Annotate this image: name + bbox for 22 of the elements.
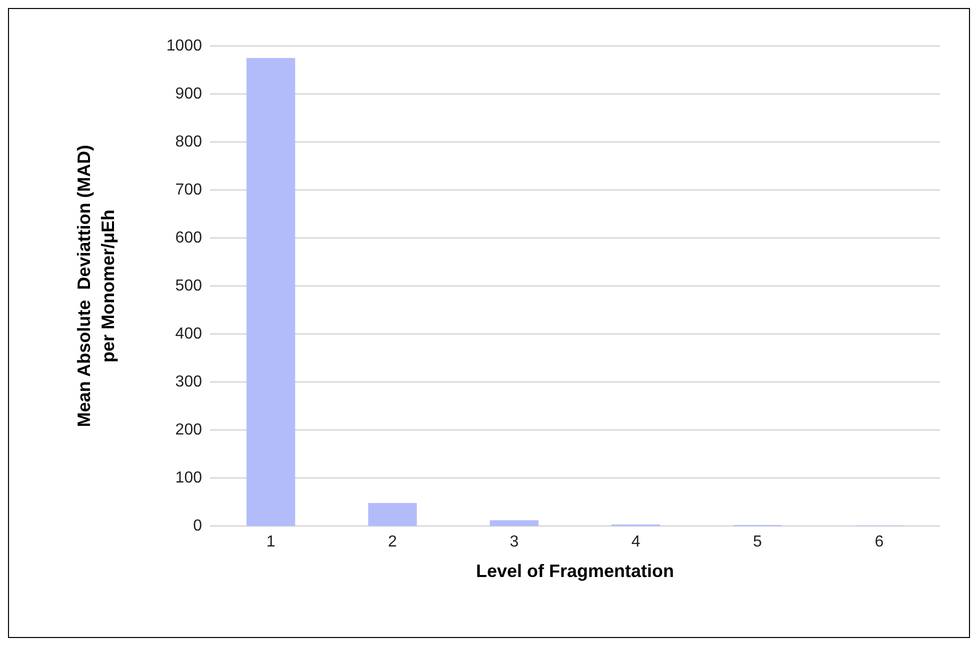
x-tick-label: 5: [753, 534, 762, 550]
x-tick-label: 6: [874, 534, 884, 550]
bar: [490, 520, 538, 526]
y-tick-label: 1000: [166, 38, 202, 54]
y-tick-label: 100: [175, 470, 202, 486]
y-tick-label: 500: [175, 278, 202, 294]
y-tick-label: 300: [175, 374, 202, 390]
y-tick-label: 600: [175, 230, 202, 246]
y-tick-label: 0: [193, 518, 202, 534]
y-axis-title: Mean Absolute Deviattion (MAD) per Monomer/μEh: [74, 144, 118, 428]
x-axis-title: Level of Fragmentation: [476, 561, 674, 581]
bar: [246, 58, 296, 526]
y-tick-label: 400: [175, 326, 202, 342]
x-tick-label: 2: [388, 534, 398, 550]
y-tick-label: 800: [175, 134, 202, 150]
y-tick-label: 900: [175, 86, 202, 102]
y-tick-label: 700: [175, 182, 202, 198]
x-tick-label: 4: [631, 534, 640, 550]
y-tick-label: 200: [175, 422, 202, 438]
x-tick-label: 1: [266, 534, 276, 550]
bar: [368, 502, 417, 526]
x-tick-label: 3: [510, 534, 519, 550]
